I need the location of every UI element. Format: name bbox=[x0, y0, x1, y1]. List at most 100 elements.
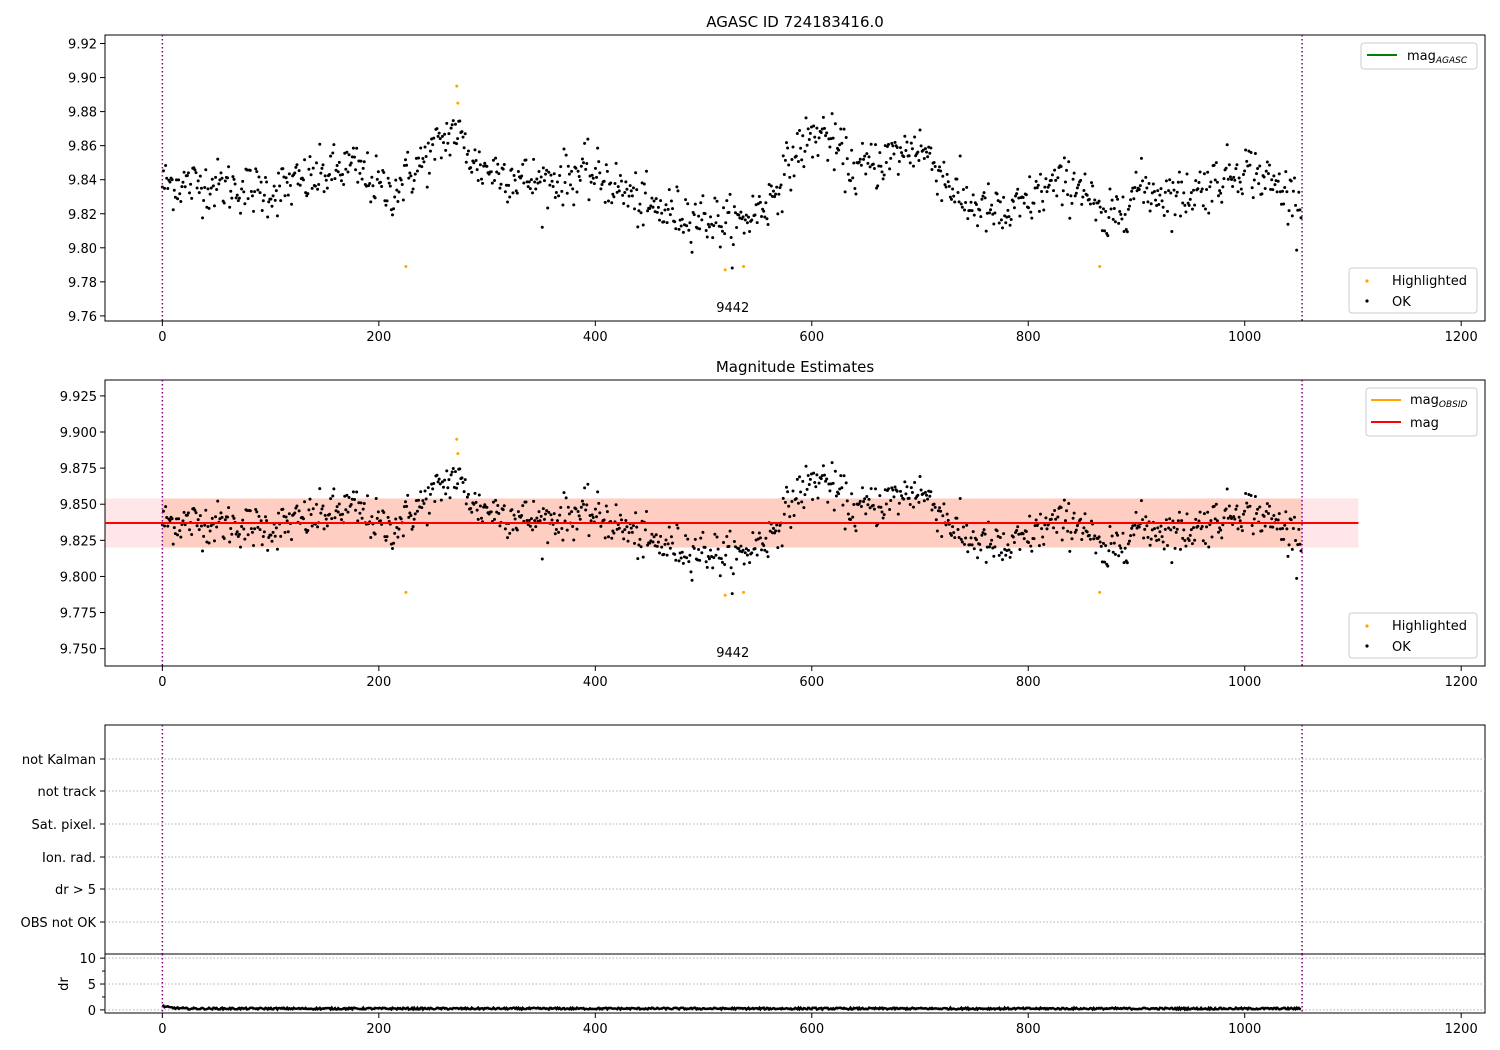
ok-point bbox=[575, 190, 579, 194]
ok-point bbox=[437, 477, 441, 481]
ok-point bbox=[792, 174, 796, 178]
ok-point bbox=[533, 519, 537, 523]
ok-point bbox=[444, 492, 448, 496]
ok-point bbox=[872, 167, 876, 171]
ok-point bbox=[907, 496, 911, 500]
ok-point bbox=[606, 535, 610, 539]
ok-point bbox=[357, 159, 361, 163]
ok-point bbox=[834, 151, 838, 155]
ok-point bbox=[1113, 220, 1117, 224]
ok-point bbox=[890, 141, 894, 145]
ok-point bbox=[576, 509, 580, 513]
ok-point bbox=[802, 165, 806, 169]
ok-point bbox=[655, 544, 659, 548]
ok-point bbox=[947, 184, 951, 188]
ok-point bbox=[743, 551, 747, 555]
ok-point bbox=[825, 131, 829, 135]
ok-point bbox=[1106, 564, 1110, 568]
ok-point bbox=[1270, 178, 1274, 182]
ok-point bbox=[591, 515, 595, 519]
ok-point bbox=[933, 505, 937, 509]
ok-point bbox=[908, 502, 912, 506]
ok-point bbox=[1173, 213, 1177, 217]
ok-point bbox=[635, 188, 639, 192]
ok-point bbox=[1230, 177, 1234, 181]
ok-point bbox=[194, 511, 198, 515]
ok-point bbox=[544, 172, 548, 176]
ok-point bbox=[286, 530, 290, 534]
ok-point bbox=[324, 517, 328, 521]
ok-point bbox=[786, 146, 790, 150]
ok-point bbox=[216, 157, 220, 161]
ok-point bbox=[1065, 168, 1069, 172]
ok-point bbox=[824, 479, 828, 483]
y-tick-label: 9.850 bbox=[60, 498, 97, 513]
ok-point bbox=[862, 157, 866, 161]
ok-point bbox=[621, 530, 625, 534]
dr-series-line bbox=[161, 1004, 1302, 1012]
ok-point bbox=[1199, 190, 1203, 194]
ok-point bbox=[681, 561, 685, 565]
ok-point bbox=[293, 511, 297, 515]
ok-point bbox=[599, 524, 603, 528]
ok-point bbox=[938, 506, 942, 510]
ok-point bbox=[750, 551, 754, 555]
ok-point bbox=[662, 220, 666, 224]
ok-point bbox=[1029, 210, 1033, 214]
ok-point bbox=[469, 506, 473, 510]
ok-point bbox=[1082, 189, 1086, 193]
ok-point bbox=[1145, 186, 1149, 190]
ok-point bbox=[334, 168, 338, 172]
ok-point bbox=[337, 160, 341, 164]
ok-point bbox=[332, 143, 336, 147]
ok-point bbox=[841, 503, 845, 507]
ok-point bbox=[843, 190, 847, 194]
ok-point bbox=[1160, 535, 1164, 539]
ok-point bbox=[426, 141, 430, 145]
ok-point bbox=[1154, 534, 1158, 538]
ok-point bbox=[220, 176, 224, 180]
ok-point bbox=[472, 161, 476, 165]
ok-point bbox=[606, 199, 610, 203]
ok-point bbox=[1079, 517, 1083, 521]
ok-point bbox=[891, 144, 895, 148]
ok-point bbox=[190, 533, 194, 537]
ok-point bbox=[451, 119, 455, 123]
ok-point bbox=[344, 167, 348, 171]
ok-point bbox=[320, 166, 324, 170]
ok-point bbox=[624, 519, 628, 523]
ok-point bbox=[1066, 529, 1070, 533]
ok-point bbox=[1043, 523, 1047, 527]
ok-point bbox=[1287, 209, 1291, 213]
ok-point bbox=[1262, 514, 1266, 518]
ok-point bbox=[1081, 531, 1085, 535]
ok-point bbox=[1159, 524, 1163, 528]
ok-point bbox=[598, 171, 602, 175]
ok-point bbox=[642, 182, 646, 186]
ok-point bbox=[605, 169, 609, 173]
ok-point bbox=[279, 534, 283, 538]
ok-point bbox=[816, 496, 820, 500]
ok-point bbox=[1208, 185, 1212, 189]
ok-point bbox=[712, 556, 716, 560]
ok-point bbox=[969, 536, 973, 540]
ok-point bbox=[844, 481, 848, 485]
ok-point bbox=[1173, 546, 1177, 550]
y-tick-label: 9.78 bbox=[68, 276, 97, 291]
ok-point bbox=[980, 197, 984, 201]
ok-point bbox=[1098, 205, 1102, 209]
dr-y-tick-label: 10 bbox=[79, 952, 96, 967]
ok-point bbox=[366, 494, 370, 498]
ok-point bbox=[322, 527, 326, 531]
ok-point bbox=[881, 177, 885, 181]
ok-point bbox=[1055, 194, 1059, 198]
ok-point bbox=[510, 508, 514, 512]
ok-point bbox=[528, 187, 532, 191]
ok-point bbox=[922, 499, 926, 503]
ok-point bbox=[978, 542, 982, 546]
ok-point bbox=[339, 518, 343, 522]
ok-point bbox=[776, 212, 780, 216]
ok-point bbox=[940, 199, 944, 203]
ok-point bbox=[760, 215, 764, 219]
highlighted-point bbox=[456, 101, 460, 105]
